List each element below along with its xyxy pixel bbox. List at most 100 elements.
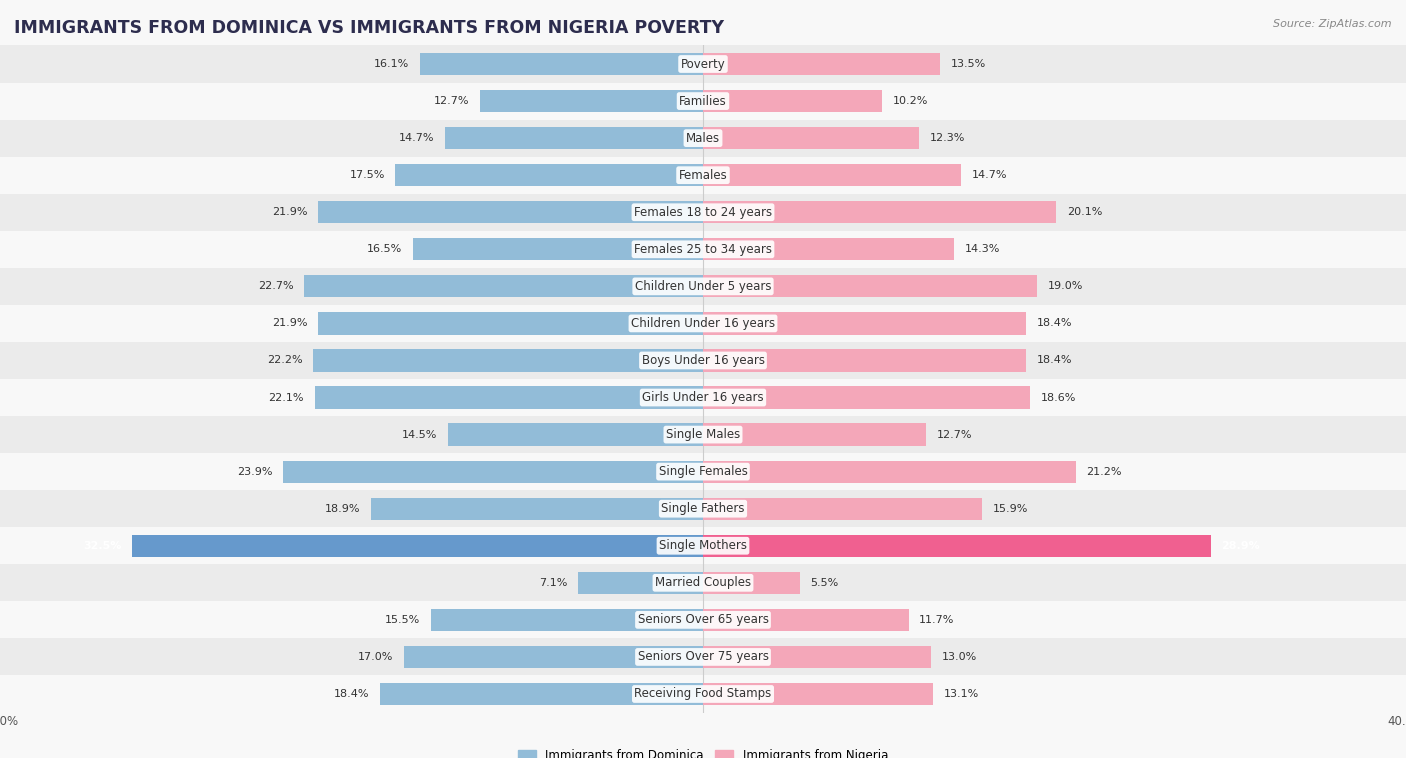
Text: 23.9%: 23.9% — [238, 467, 273, 477]
Bar — [703, 387, 1029, 409]
Bar — [703, 90, 883, 112]
Bar — [0, 638, 1406, 675]
Text: Seniors Over 75 years: Seniors Over 75 years — [637, 650, 769, 663]
Bar — [703, 646, 932, 668]
Text: Females: Females — [679, 169, 727, 182]
Text: 18.4%: 18.4% — [333, 689, 368, 699]
Bar — [703, 683, 934, 705]
Text: 15.9%: 15.9% — [993, 504, 1028, 514]
Text: 19.0%: 19.0% — [1047, 281, 1083, 291]
Text: 22.2%: 22.2% — [267, 356, 302, 365]
Text: 10.2%: 10.2% — [893, 96, 928, 106]
Bar — [0, 230, 1406, 268]
Text: Single Females: Single Females — [658, 465, 748, 478]
Bar — [314, 349, 703, 371]
Text: 12.7%: 12.7% — [434, 96, 470, 106]
Text: 13.5%: 13.5% — [950, 59, 986, 69]
Bar — [0, 453, 1406, 490]
Bar — [703, 534, 1211, 557]
Bar — [449, 424, 703, 446]
Text: 18.9%: 18.9% — [325, 504, 360, 514]
Bar — [703, 349, 1026, 371]
Text: 18.4%: 18.4% — [1038, 356, 1073, 365]
Text: 14.3%: 14.3% — [965, 244, 1000, 254]
Text: 13.1%: 13.1% — [943, 689, 979, 699]
Bar — [0, 45, 1406, 83]
Bar — [318, 312, 703, 334]
Text: Married Couples: Married Couples — [655, 576, 751, 589]
Text: Boys Under 16 years: Boys Under 16 years — [641, 354, 765, 367]
Bar — [0, 416, 1406, 453]
Bar — [283, 461, 703, 483]
Bar — [703, 164, 962, 186]
Bar — [703, 461, 1076, 483]
Bar — [430, 609, 703, 631]
Text: Males: Males — [686, 132, 720, 145]
Text: Single Fathers: Single Fathers — [661, 503, 745, 515]
Bar — [703, 572, 800, 594]
Bar — [0, 305, 1406, 342]
Bar — [0, 379, 1406, 416]
Bar — [0, 83, 1406, 120]
Text: 16.5%: 16.5% — [367, 244, 402, 254]
Text: Poverty: Poverty — [681, 58, 725, 70]
Bar — [703, 609, 908, 631]
Bar — [0, 564, 1406, 601]
Text: 22.1%: 22.1% — [269, 393, 304, 402]
Text: 14.7%: 14.7% — [399, 133, 434, 143]
Text: Receiving Food Stamps: Receiving Food Stamps — [634, 688, 772, 700]
Text: 13.0%: 13.0% — [942, 652, 977, 662]
Bar — [405, 646, 703, 668]
Text: 18.4%: 18.4% — [1038, 318, 1073, 328]
Bar — [0, 120, 1406, 157]
Text: 12.7%: 12.7% — [936, 430, 972, 440]
Text: 14.5%: 14.5% — [402, 430, 437, 440]
Bar — [703, 238, 955, 261]
Bar — [0, 490, 1406, 528]
Text: 21.9%: 21.9% — [273, 318, 308, 328]
Text: 7.1%: 7.1% — [540, 578, 568, 587]
Bar — [703, 201, 1056, 224]
Bar — [703, 275, 1038, 297]
Bar — [578, 572, 703, 594]
Text: Children Under 5 years: Children Under 5 years — [634, 280, 772, 293]
Text: 12.3%: 12.3% — [929, 133, 965, 143]
Bar — [703, 312, 1026, 334]
Text: Females 18 to 24 years: Females 18 to 24 years — [634, 205, 772, 219]
Bar — [444, 127, 703, 149]
Text: 21.9%: 21.9% — [273, 207, 308, 218]
Text: 32.5%: 32.5% — [83, 540, 121, 551]
Bar — [413, 238, 703, 261]
Text: 22.7%: 22.7% — [257, 281, 294, 291]
Bar — [304, 275, 703, 297]
Bar — [318, 201, 703, 224]
Text: 14.7%: 14.7% — [972, 171, 1007, 180]
Text: 11.7%: 11.7% — [920, 615, 955, 625]
Text: Single Mothers: Single Mothers — [659, 539, 747, 553]
Bar — [371, 497, 703, 520]
Text: Children Under 16 years: Children Under 16 years — [631, 317, 775, 330]
Bar — [703, 424, 927, 446]
Text: 15.5%: 15.5% — [385, 615, 420, 625]
Text: 20.1%: 20.1% — [1067, 207, 1102, 218]
Text: Families: Families — [679, 95, 727, 108]
Bar — [0, 157, 1406, 194]
Text: IMMIGRANTS FROM DOMINICA VS IMMIGRANTS FROM NIGERIA POVERTY: IMMIGRANTS FROM DOMINICA VS IMMIGRANTS F… — [14, 19, 724, 37]
Text: Seniors Over 65 years: Seniors Over 65 years — [637, 613, 769, 626]
Bar — [0, 342, 1406, 379]
Bar — [0, 528, 1406, 564]
Text: 18.6%: 18.6% — [1040, 393, 1076, 402]
Bar — [0, 268, 1406, 305]
Bar — [380, 683, 703, 705]
Bar — [132, 534, 703, 557]
Bar — [315, 387, 703, 409]
Bar — [703, 53, 941, 75]
Text: 5.5%: 5.5% — [810, 578, 838, 587]
Legend: Immigrants from Dominica, Immigrants from Nigeria: Immigrants from Dominica, Immigrants fro… — [513, 744, 893, 758]
Text: Source: ZipAtlas.com: Source: ZipAtlas.com — [1274, 19, 1392, 29]
Bar — [420, 53, 703, 75]
Bar — [0, 601, 1406, 638]
Bar — [395, 164, 703, 186]
Bar — [0, 675, 1406, 713]
Text: Females 25 to 34 years: Females 25 to 34 years — [634, 243, 772, 255]
